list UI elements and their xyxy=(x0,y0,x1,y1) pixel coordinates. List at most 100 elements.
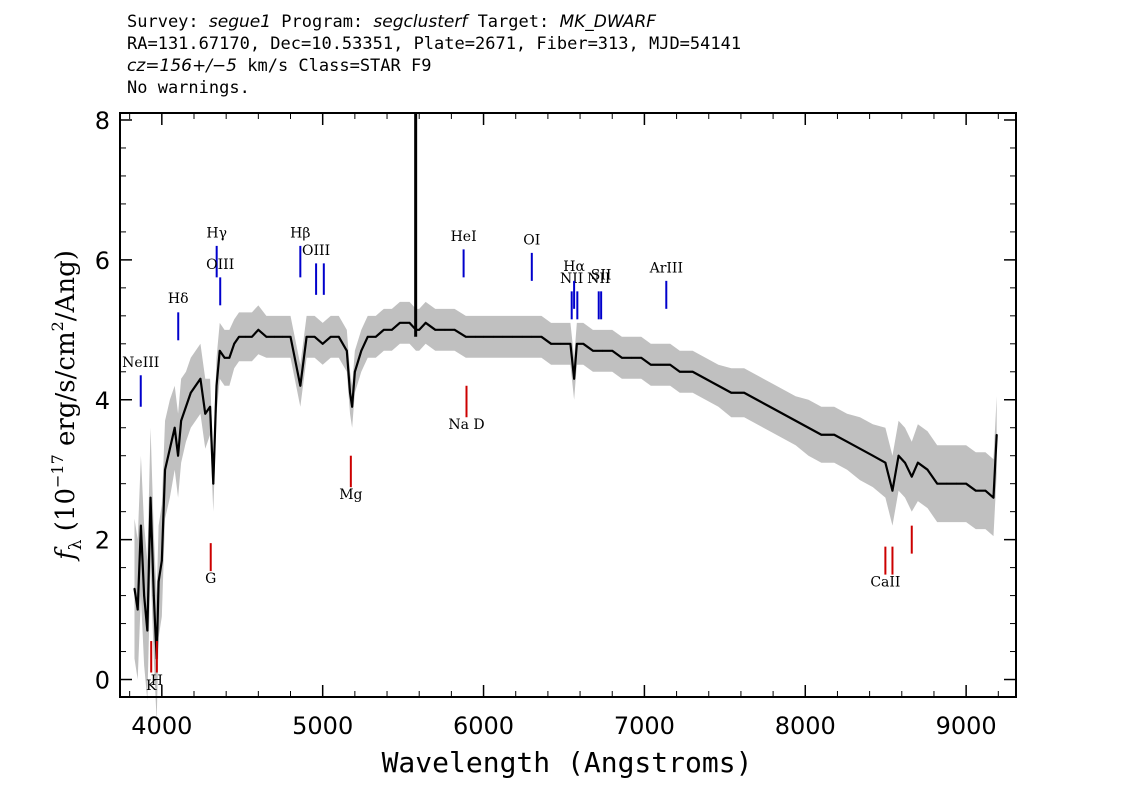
flux-point xyxy=(569,342,572,345)
flux-point xyxy=(204,412,207,415)
flux-point xyxy=(511,335,514,338)
emission-line-label: NII xyxy=(587,271,610,287)
flux-point xyxy=(185,405,187,408)
flux-point xyxy=(540,335,543,338)
flux-point xyxy=(730,391,733,394)
flux-point xyxy=(329,335,332,338)
flux-point xyxy=(611,349,614,352)
flux-point xyxy=(717,384,720,387)
emission-line-label: ArIII xyxy=(649,260,683,276)
flux-point xyxy=(189,391,192,394)
flux-point xyxy=(281,335,284,338)
spectrum-header: Survey: segue1 Program: segclusterf Targ… xyxy=(127,11,741,99)
header-line-warnings: No warnings. xyxy=(127,78,250,98)
flux-point xyxy=(136,608,139,611)
flux-point xyxy=(464,335,467,338)
flux-point xyxy=(891,489,894,492)
flux-point xyxy=(398,321,401,324)
y-tick-label: 6 xyxy=(95,247,110,275)
flux-point xyxy=(382,328,385,331)
target-value: MK_DWARF xyxy=(559,12,657,32)
flux-series xyxy=(133,113,998,660)
flux-point xyxy=(228,356,231,359)
flux-point xyxy=(251,335,253,338)
x-tick-label: 6000 xyxy=(453,712,514,740)
flux-point xyxy=(209,405,211,408)
emission-line-label: OIII xyxy=(302,243,330,259)
flux-point xyxy=(164,468,166,471)
flux-point xyxy=(366,335,369,338)
flux-point xyxy=(434,328,437,331)
flux-point xyxy=(149,496,152,499)
flux-point xyxy=(351,405,354,408)
flux-point xyxy=(992,496,995,499)
flux-point xyxy=(146,629,149,632)
flux-point xyxy=(768,405,771,408)
flux-point xyxy=(575,342,578,345)
y-tick-label: 8 xyxy=(95,107,110,135)
flux-point xyxy=(313,335,316,338)
survey-label: Survey: xyxy=(127,12,209,32)
flux-point xyxy=(482,335,485,338)
flux-point xyxy=(884,461,887,464)
flux-point xyxy=(140,524,142,527)
flux-point xyxy=(756,398,758,401)
flux-point xyxy=(374,335,377,338)
absorption-line-label: H xyxy=(151,673,163,689)
emission-line-label: NII xyxy=(560,271,583,287)
flux-point xyxy=(444,328,446,331)
flux-point xyxy=(640,356,643,359)
flux-point xyxy=(704,377,707,380)
flux-point xyxy=(936,482,939,485)
header-line-coordinates: RA=131.67170, Dec=10.53351, Plate=2671, … xyxy=(127,34,742,54)
flux-point xyxy=(871,454,874,457)
emission-line-label: Hγ xyxy=(206,225,227,241)
plot-frame xyxy=(119,112,1017,698)
flux-point xyxy=(492,335,495,338)
y-tick-label: 4 xyxy=(95,387,110,415)
emission-line-label: SII xyxy=(591,267,612,283)
emission-line-label: OIII xyxy=(206,257,234,273)
absorption-line-label: Na D xyxy=(448,417,484,433)
flux-point xyxy=(501,335,504,338)
target-label: Target: xyxy=(467,12,560,32)
flux-point xyxy=(530,335,533,338)
program-label: Program: xyxy=(271,12,374,32)
emission-line-label: HeI xyxy=(451,229,477,245)
flux-point xyxy=(349,391,351,394)
flux-point xyxy=(360,349,363,352)
flux-point xyxy=(897,454,900,457)
y-axis-title: fλ (10−17 erg/s/cm2/Ang) xyxy=(48,250,86,562)
absorption-line-label: G xyxy=(205,571,216,587)
flux-point xyxy=(678,370,681,373)
error-band-area xyxy=(134,301,997,722)
flux-point xyxy=(974,489,977,492)
flux-point xyxy=(238,335,240,338)
flux-point xyxy=(743,391,746,394)
emission-line-label: Hβ xyxy=(290,225,310,241)
flux-point xyxy=(926,468,929,471)
flux-point xyxy=(305,335,308,338)
y-tick-label: 0 xyxy=(95,667,110,695)
axes: 4000 5000 6000 7000 8000 9000 0 2 4 6 8 xyxy=(95,107,1016,740)
flux-point xyxy=(289,335,292,338)
flux-point xyxy=(649,363,652,366)
flux-point xyxy=(453,328,456,331)
flux-point xyxy=(559,342,562,345)
flux-point xyxy=(630,356,633,359)
flux-point xyxy=(659,363,662,366)
flux-point xyxy=(945,482,948,485)
flux-point xyxy=(199,377,202,380)
flux-point xyxy=(521,335,524,338)
x-tick-label: 4000 xyxy=(131,712,192,740)
flux-point xyxy=(160,559,163,562)
flux-point xyxy=(194,384,197,387)
flux-point xyxy=(212,482,215,485)
class-value: km/s Class=STAR F9 xyxy=(237,56,432,76)
flux-point xyxy=(620,356,623,359)
flux-point xyxy=(418,328,421,331)
flux-point xyxy=(152,594,155,597)
flux-point xyxy=(573,377,576,380)
flux-point xyxy=(157,580,160,583)
